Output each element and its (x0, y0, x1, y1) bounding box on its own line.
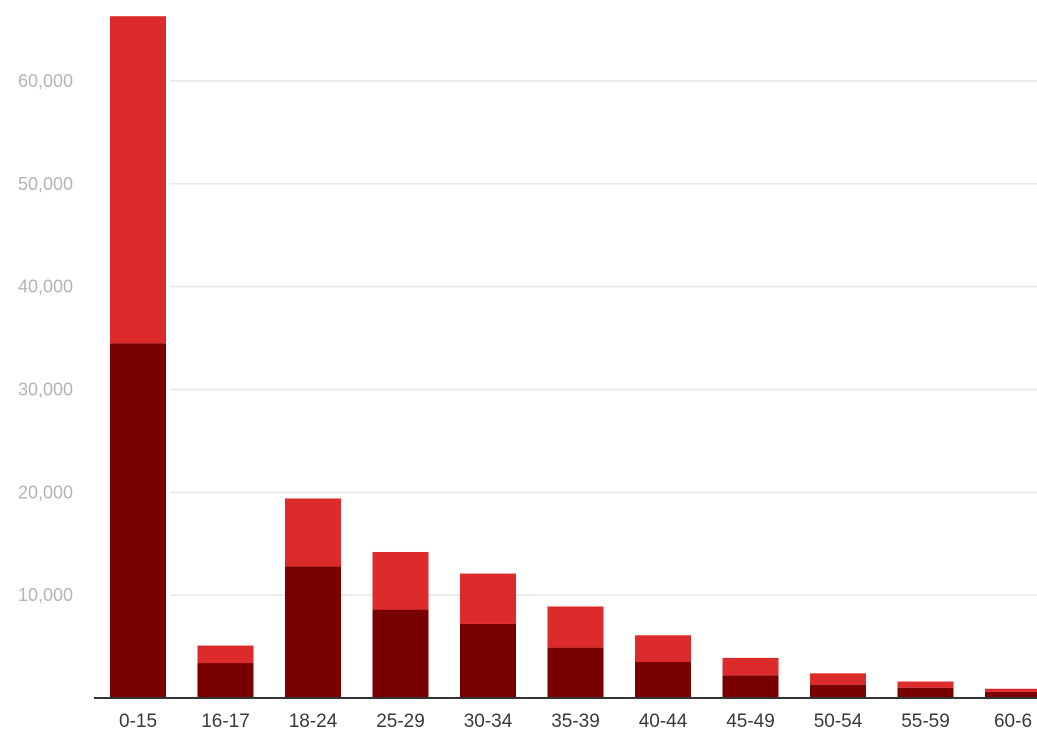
bar-segment-55-59-series-2 (897, 681, 954, 688)
x-tick-label: 60-6 (994, 711, 1032, 732)
bar-segment-25-29-series-2 (372, 551, 429, 610)
bar-segment-30-34-series-2 (460, 573, 516, 624)
bar-segment-30-34-series-1 (460, 623, 516, 698)
bar-segment-35-39-series-2 (547, 606, 604, 648)
bar-segment-50-54-series-2 (810, 673, 866, 685)
bar-segment-16-17-series-2 (197, 645, 254, 664)
bar-segment-50-54-series-1 (810, 684, 866, 698)
x-tick-label: 30-34 (464, 711, 513, 732)
y-tick-label: 10,000 (18, 585, 73, 605)
bar-segment-16-17-series-1 (197, 663, 254, 698)
bar-segment-0-15-series-1 (110, 343, 166, 698)
x-tick-label: 55-59 (901, 711, 950, 732)
bar-segment-35-39-series-1 (547, 647, 604, 698)
bar-segment-40-44-series-1 (635, 662, 691, 698)
bar-segment-45-49-series-1 (722, 675, 779, 698)
bar-segment-45-49-series-2 (722, 657, 779, 676)
gridlines (170, 80, 1037, 596)
x-tick-label: 50-54 (814, 711, 863, 732)
x-tick-label: 25-29 (376, 711, 425, 732)
y-tick-label: 40,000 (18, 277, 73, 297)
x-tick-label: 40-44 (639, 711, 688, 732)
y-tick-label: 30,000 (18, 380, 73, 400)
x-tick-label: 35-39 (551, 711, 600, 732)
bars (110, 16, 1037, 698)
bar-segment-60-64-series-2 (985, 688, 1037, 692)
y-tick-label: 50,000 (18, 174, 73, 194)
x-tick-label: 18-24 (289, 711, 338, 732)
y-tick-label: 20,000 (18, 482, 73, 502)
bar-segment-55-59-series-1 (897, 687, 954, 698)
bar-segment-18-24-series-2 (285, 498, 341, 567)
bar-segment-25-29-series-1 (372, 609, 429, 698)
x-tick-label: 16-17 (201, 711, 250, 732)
x-tick-label: 0-15 (119, 711, 157, 732)
bar-segment-0-15-series-2 (110, 16, 166, 344)
x-tick-label: 45-49 (726, 711, 775, 732)
bar-segment-40-44-series-2 (635, 635, 691, 663)
bar-segment-18-24-series-1 (285, 566, 341, 698)
y-tick-label: 60,000 (18, 71, 73, 91)
axes: 10,000 20,000 30,000 40,000 50,000 60,000 0-15… (18, 71, 1037, 732)
bar-segment-60-64-series-1 (985, 691, 1037, 698)
